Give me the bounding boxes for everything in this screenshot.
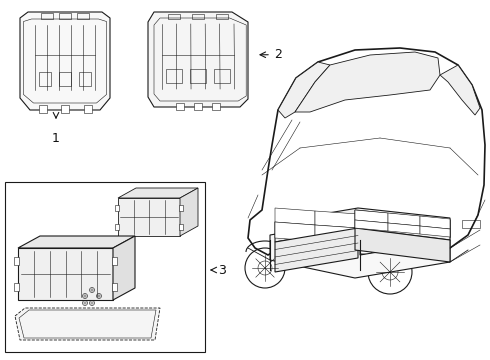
Polygon shape (400, 231, 445, 250)
Bar (194, 103, 202, 110)
Polygon shape (420, 216, 450, 229)
Text: 3: 3 (218, 264, 226, 276)
Bar (77, 13, 89, 19)
Polygon shape (355, 220, 388, 231)
Polygon shape (355, 210, 450, 240)
Polygon shape (388, 213, 420, 226)
Bar (462, 220, 480, 228)
Bar (176, 103, 184, 110)
Polygon shape (113, 236, 135, 300)
Polygon shape (275, 208, 315, 225)
Bar (39, 105, 47, 113)
Bar (59, 72, 71, 86)
Polygon shape (358, 228, 400, 247)
Polygon shape (118, 188, 198, 198)
Bar (115, 204, 119, 211)
Bar (61, 105, 69, 113)
Polygon shape (388, 223, 420, 234)
Bar (83, 105, 92, 113)
Bar (212, 103, 220, 110)
Polygon shape (400, 217, 445, 234)
Bar (79, 72, 91, 86)
Bar (179, 204, 183, 211)
Polygon shape (180, 188, 198, 236)
Polygon shape (148, 12, 248, 107)
Polygon shape (20, 12, 110, 110)
Polygon shape (248, 48, 485, 265)
Polygon shape (15, 308, 160, 340)
Polygon shape (18, 248, 113, 300)
Polygon shape (275, 222, 315, 241)
Bar (59, 13, 71, 19)
Bar (168, 14, 180, 19)
Bar (39, 72, 51, 86)
Polygon shape (118, 198, 180, 236)
Bar (214, 69, 230, 83)
Bar (41, 13, 53, 19)
Bar (14, 257, 19, 265)
Bar (112, 257, 117, 265)
Polygon shape (275, 228, 358, 272)
Polygon shape (355, 228, 450, 262)
Polygon shape (295, 52, 440, 112)
Bar (217, 14, 228, 19)
Polygon shape (18, 236, 135, 248)
Bar (166, 69, 182, 83)
Bar (190, 69, 206, 83)
Polygon shape (275, 208, 450, 242)
Polygon shape (355, 210, 388, 223)
Bar (179, 224, 183, 230)
Polygon shape (358, 214, 400, 231)
Bar (115, 224, 119, 230)
Bar (112, 283, 117, 291)
Polygon shape (270, 220, 450, 278)
Text: 1: 1 (52, 132, 60, 145)
Polygon shape (315, 225, 358, 244)
Bar (192, 14, 204, 19)
Polygon shape (315, 211, 358, 228)
Text: 2: 2 (274, 48, 282, 61)
Polygon shape (440, 65, 480, 115)
Polygon shape (278, 62, 330, 118)
Bar (14, 283, 19, 291)
Polygon shape (420, 226, 450, 237)
Bar (5, 182, 205, 352)
